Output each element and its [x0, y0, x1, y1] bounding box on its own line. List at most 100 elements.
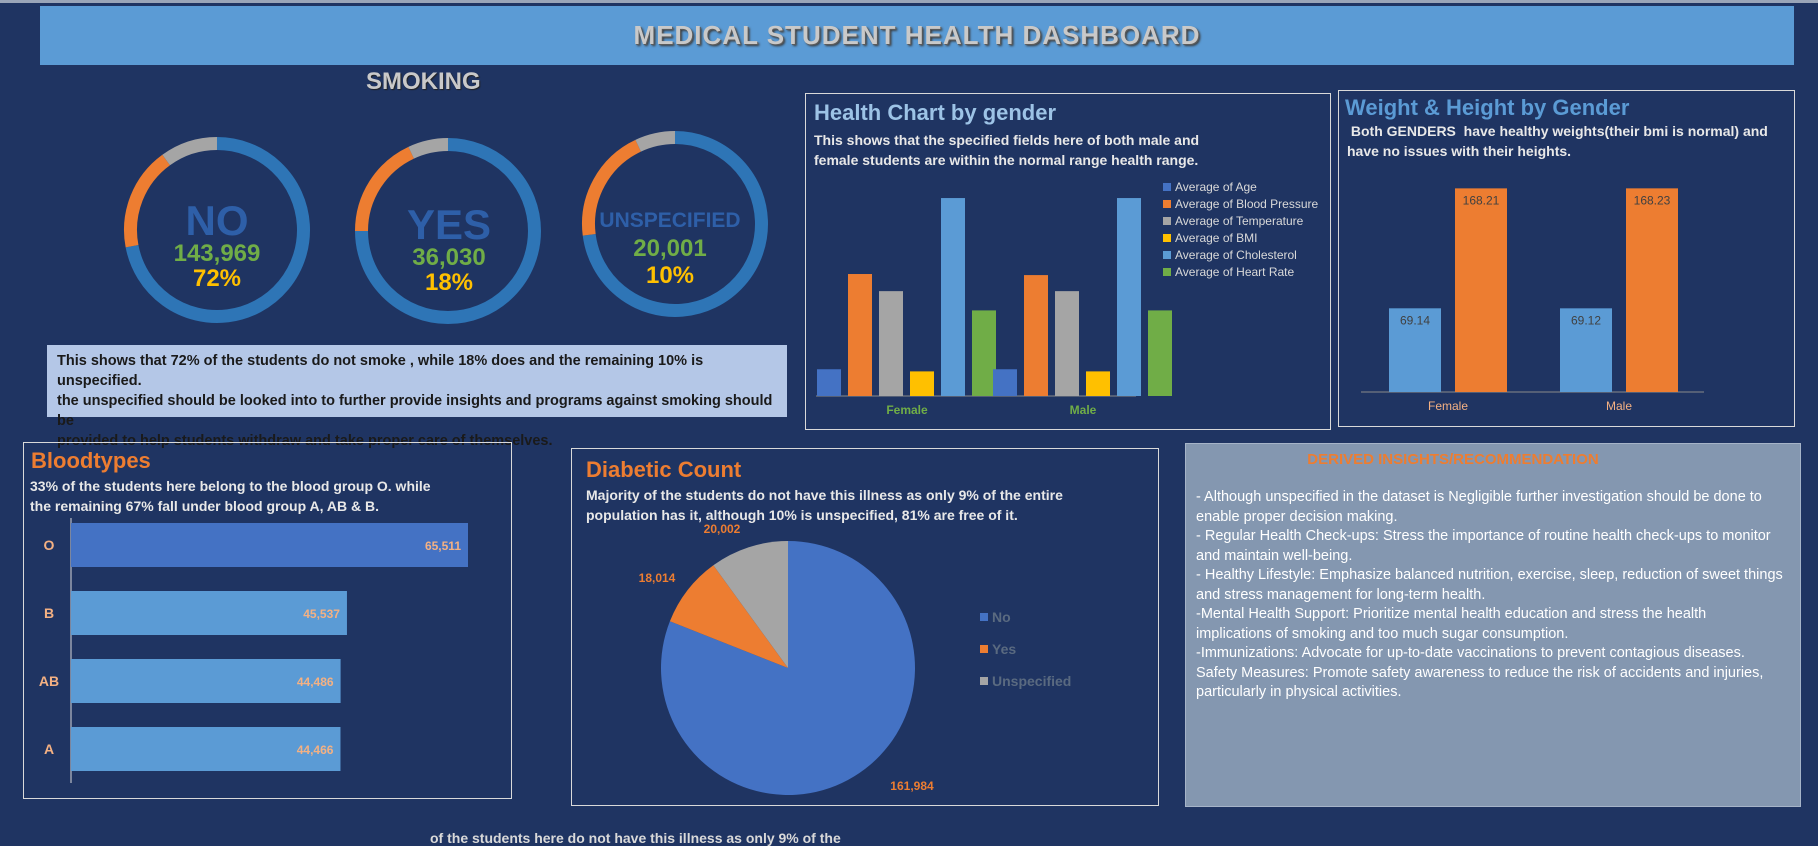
weight-desc-line: Both GENDERS have healthy weights(their …	[1347, 123, 1768, 139]
legend-label: Yes	[992, 641, 1017, 657]
weight-bar-label: 69.14	[1400, 313, 1430, 327]
health-bar	[817, 369, 841, 396]
donut-no-label: NO	[185, 197, 249, 244]
legend-label: Average of Age	[1175, 179, 1257, 194]
blood-value-label: 44,486	[297, 675, 334, 689]
legend-label: Unspecified	[992, 673, 1072, 689]
donut-segment	[635, 131, 676, 152]
health-bar	[1055, 291, 1079, 396]
donut-yes-percent: 18%	[424, 269, 474, 296]
pie-value-label: 161,984	[890, 779, 934, 793]
legend-label: No	[992, 609, 1011, 625]
smoking-title: SMOKING	[366, 68, 481, 95]
weight-bar	[1626, 188, 1678, 392]
weight-bar-label: 168.21	[1463, 193, 1500, 207]
diabetic-panel: Diabetic Count Majority of the students …	[571, 448, 1159, 806]
weight-category-label: Female	[1428, 399, 1468, 413]
blood-category-label: AB	[39, 673, 59, 689]
weight-height-panel: Weight & Height by Gender Both GENDERS h…	[1338, 90, 1795, 427]
blood-category-label: O	[44, 537, 55, 553]
donut-segment	[408, 138, 449, 159]
health-desc-line: This shows that the specified fields her…	[814, 132, 1200, 148]
blood-bar	[71, 523, 468, 567]
diabetic-desc-line: Majority of the students do not have thi…	[586, 487, 1063, 503]
blood-bar	[71, 659, 341, 703]
smoking-note-line: the unspecified should be looked into to…	[57, 393, 773, 429]
legend-label: Average of Cholesterol	[1175, 247, 1297, 262]
smoking-donuts	[124, 131, 768, 324]
health-bar	[1117, 198, 1141, 396]
insight-line: Safety Measures: Promote safety awarenes…	[1196, 664, 1764, 681]
donut-yes-text: YES 36,030 18%	[349, 204, 549, 296]
insight-line: particularly in physical activities.	[1196, 684, 1402, 700]
diabetic-desc-line: population has it, although 10% is unspe…	[586, 507, 1018, 523]
legend-swatch	[1163, 182, 1171, 191]
diabetic-legend: No Yes Unspecified	[980, 601, 1071, 697]
bloodtypes-panel: Bloodtypes 33% of the students here belo…	[23, 442, 512, 799]
pie-legend-item: Yes	[980, 633, 1071, 665]
weight-desc-line: have no issues with their heights.	[1347, 143, 1572, 159]
donut-unspecified-label: UNSPECIFIED	[599, 209, 741, 232]
weight-height-desc: Both GENDERS have healthy weights(their …	[1347, 121, 1794, 161]
health-chart-panel: Health Chart by gender This shows that t…	[805, 93, 1331, 430]
health-legend-item: Average of Temperature	[1163, 212, 1318, 229]
legend-label: Average of BMI	[1175, 230, 1258, 245]
legend-swatch	[1163, 250, 1171, 259]
donut-no-count: 143,969	[173, 240, 261, 267]
dashboard-header: MEDICAL STUDENT HEALTH DASHBOARD	[40, 6, 1794, 65]
pie-slice	[713, 541, 788, 668]
donut-segment	[124, 154, 171, 248]
insights-panel: DERIVED INSIGHTS/RECOMMENDATION - Althou…	[1185, 443, 1801, 807]
legend-swatch	[1163, 233, 1171, 242]
health-category-label: Female	[886, 403, 928, 417]
insight-line: enable proper decision making.	[1196, 508, 1398, 525]
health-legend-item: Average of Heart Rate	[1163, 263, 1318, 280]
insight-line: -Immunizations: Advocate for up-to-date …	[1196, 645, 1745, 661]
blood-desc-line: the remaining 67% fall under blood group…	[30, 498, 379, 514]
health-desc-line: female students are within the normal ra…	[814, 152, 1199, 168]
legend-label: Average of Heart Rate	[1175, 264, 1295, 279]
weight-bar	[1455, 188, 1507, 392]
donut-unspecified-count: 20,001	[633, 235, 707, 262]
health-bar	[1024, 275, 1048, 396]
legend-swatch	[1163, 216, 1171, 225]
health-legend-item: Average of BMI	[1163, 229, 1318, 246]
blood-value-label: 65,511	[425, 539, 461, 553]
health-bar	[1086, 371, 1110, 396]
insight-line: and maintain well-being.	[1196, 547, 1353, 564]
health-bar	[848, 274, 872, 396]
weight-bar	[1389, 308, 1441, 392]
blood-bar	[71, 727, 341, 771]
weight-bar-label: 69.12	[1571, 313, 1601, 327]
legend-label: Average of Temperature	[1175, 213, 1304, 228]
pie-value-label: 18,014	[639, 571, 676, 585]
legend-swatch	[1163, 199, 1171, 208]
legend-swatch	[1163, 267, 1171, 276]
top-divider	[0, 0, 1818, 3]
health-bar	[910, 371, 934, 396]
donut-unspecified-percent: 10%	[645, 262, 695, 289]
health-legend-item: Average of Blood Pressure	[1163, 195, 1318, 212]
donut-segment	[582, 131, 768, 317]
pie-slice	[669, 565, 788, 668]
health-bar	[1148, 310, 1172, 396]
insights-body: - Although unspecified in the dataset is…	[1186, 488, 1800, 703]
blood-desc-line: 33% of the students here belong to the b…	[30, 478, 431, 494]
insight-line: and stress management for long-term heal…	[1196, 586, 1486, 603]
health-bar	[972, 310, 996, 396]
insights-title: DERIVED INSIGHTS/RECOMMENDATION	[1307, 451, 1599, 468]
donut-segment	[582, 139, 642, 236]
donut-segment	[162, 137, 218, 166]
pie-value-label: 20,002	[704, 522, 741, 536]
donut-segment	[355, 146, 415, 232]
health-legend: Average of Age Average of Blood Pressure A…	[1163, 178, 1318, 280]
dashboard-title: MEDICAL STUDENT HEALTH DASHBOARD	[633, 20, 1201, 50]
legend-swatch	[980, 613, 988, 621]
footer-partial-text: of the students here do not have this il…	[430, 830, 841, 846]
pie-legend-item: No	[980, 601, 1071, 633]
legend-label: Average of Blood Pressure	[1175, 196, 1319, 211]
insight-line: -Mental Health Support: Prioritize menta…	[1196, 606, 1707, 622]
blood-category-label: B	[44, 605, 54, 621]
donut-no-percent: 72%	[192, 265, 242, 292]
bloodtypes-desc: 33% of the students here belong to the b…	[30, 476, 511, 516]
